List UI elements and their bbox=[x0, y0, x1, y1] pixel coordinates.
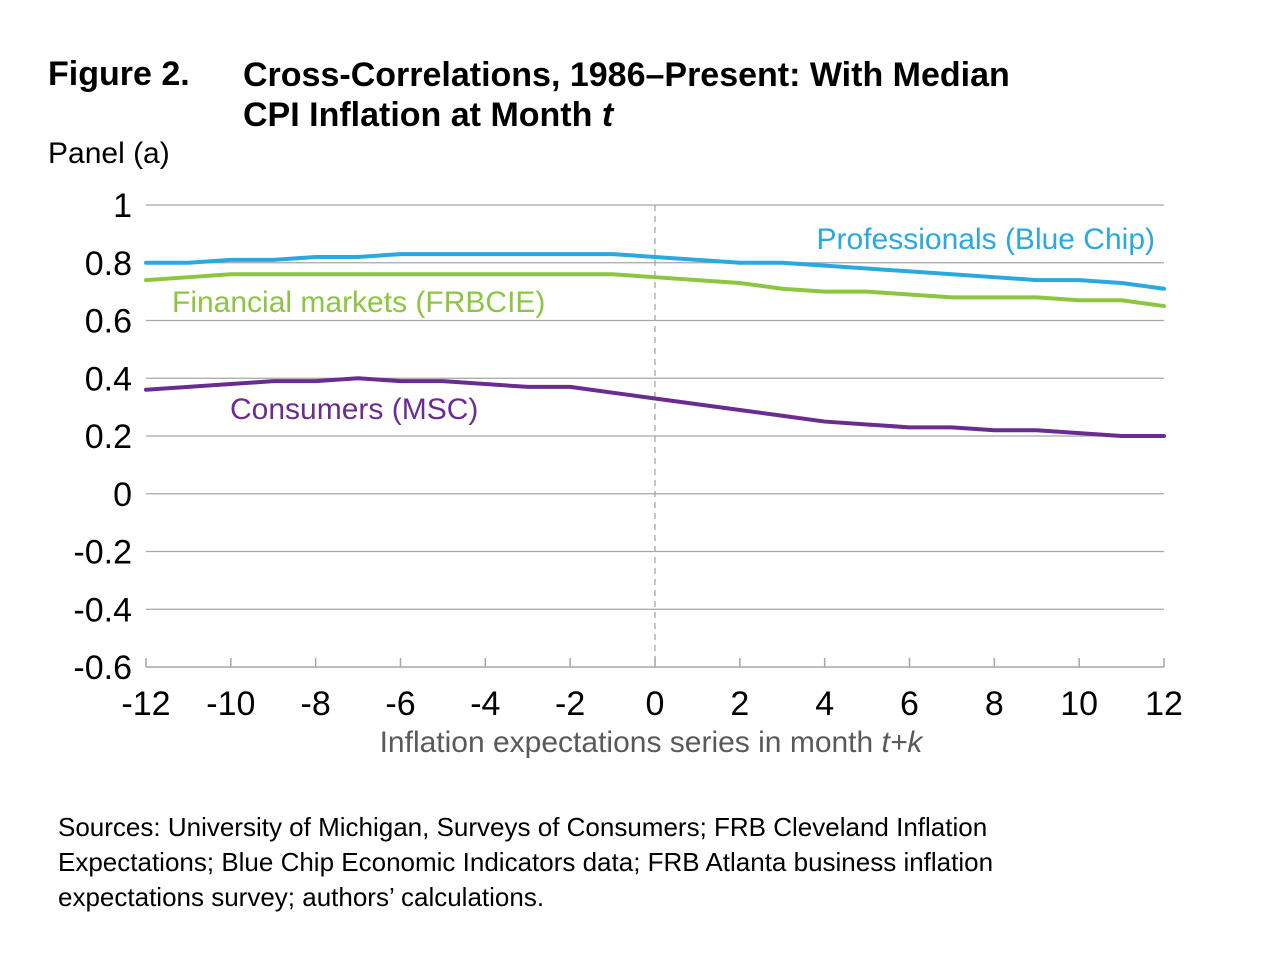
series-line-0 bbox=[144, 252, 1166, 291]
panel-label: Panel (a) bbox=[48, 137, 170, 170]
sources-line-1: Sources: University of Michigan, Surveys… bbox=[58, 812, 988, 842]
series-line-1 bbox=[144, 272, 1166, 309]
series-lines bbox=[144, 252, 1166, 438]
y-tick-label: -0.4 bbox=[73, 591, 132, 629]
x-tick-label: -8 bbox=[301, 685, 331, 723]
figure-title: Cross-Correlations, 1986–Present: With M… bbox=[243, 55, 1143, 135]
figure-title-line2-italic: t bbox=[601, 96, 614, 134]
x-tick-label: 10 bbox=[1060, 685, 1098, 723]
sources-line-2: Expectations; Blue Chip Economic Indicat… bbox=[58, 847, 994, 877]
x-tick-label: 6 bbox=[900, 685, 919, 723]
x-tick-label: -2 bbox=[555, 685, 585, 723]
x-axis bbox=[145, 658, 1165, 668]
x-tick-labels: -12 -10 -8 -6 -4 -2 0 2 4 6 8 10 12 bbox=[121, 685, 1182, 723]
y-tick-label: 0.2 bbox=[85, 418, 132, 456]
y-tick-label: 0 bbox=[113, 476, 132, 514]
y-tick-label: 1 bbox=[113, 187, 132, 225]
y-tick-labels: 1 0.8 0.6 0.4 0.2 0 -0.2 -0.4 -0.6 bbox=[73, 187, 132, 687]
y-tick-label: 0.4 bbox=[85, 360, 132, 398]
y-tick-label: 0.6 bbox=[85, 303, 132, 341]
figure-title-line2-text: CPI Inflation at Month bbox=[243, 96, 602, 134]
y-tick-label: 0.8 bbox=[85, 245, 132, 283]
series-line-2 bbox=[144, 376, 1166, 438]
x-tick-label: -6 bbox=[385, 685, 415, 723]
x-tick-label: 4 bbox=[815, 685, 834, 723]
sources-line-3: expectations survey; authors’ calculatio… bbox=[58, 882, 545, 912]
y-tick-label: -0.6 bbox=[73, 649, 132, 687]
x-tick-label: -12 bbox=[121, 685, 170, 723]
figure-title-line1: Cross-Correlations, 1986–Present: With M… bbox=[243, 56, 1010, 94]
x-axis-label: Inflation expectations series in month t… bbox=[380, 726, 925, 759]
x-axis-label-italic: t+k bbox=[882, 726, 925, 759]
figure-label: Figure 2. bbox=[48, 55, 190, 93]
x-tick-label: 0 bbox=[646, 685, 665, 723]
series-label-consumers: Consumers (MSC) bbox=[230, 393, 478, 426]
x-tick-label: 12 bbox=[1145, 685, 1183, 723]
sources-note: Sources: University of Michigan, Surveys… bbox=[58, 810, 1138, 915]
series-label-financial-markets: Financial markets (FRBCIE) bbox=[172, 286, 545, 319]
y-tick-label: -0.2 bbox=[73, 534, 132, 572]
x-tick-label: 8 bbox=[985, 685, 1004, 723]
x-tick-label: 2 bbox=[730, 685, 749, 723]
series-label-professionals: Professionals (Blue Chip) bbox=[817, 223, 1155, 256]
x-axis-label-text: Inflation expectations series in month bbox=[380, 726, 882, 759]
x-tick-label: -4 bbox=[470, 685, 500, 723]
x-tick-label: -10 bbox=[206, 685, 255, 723]
figure-title-line2: CPI Inflation at Month t bbox=[243, 95, 1143, 135]
